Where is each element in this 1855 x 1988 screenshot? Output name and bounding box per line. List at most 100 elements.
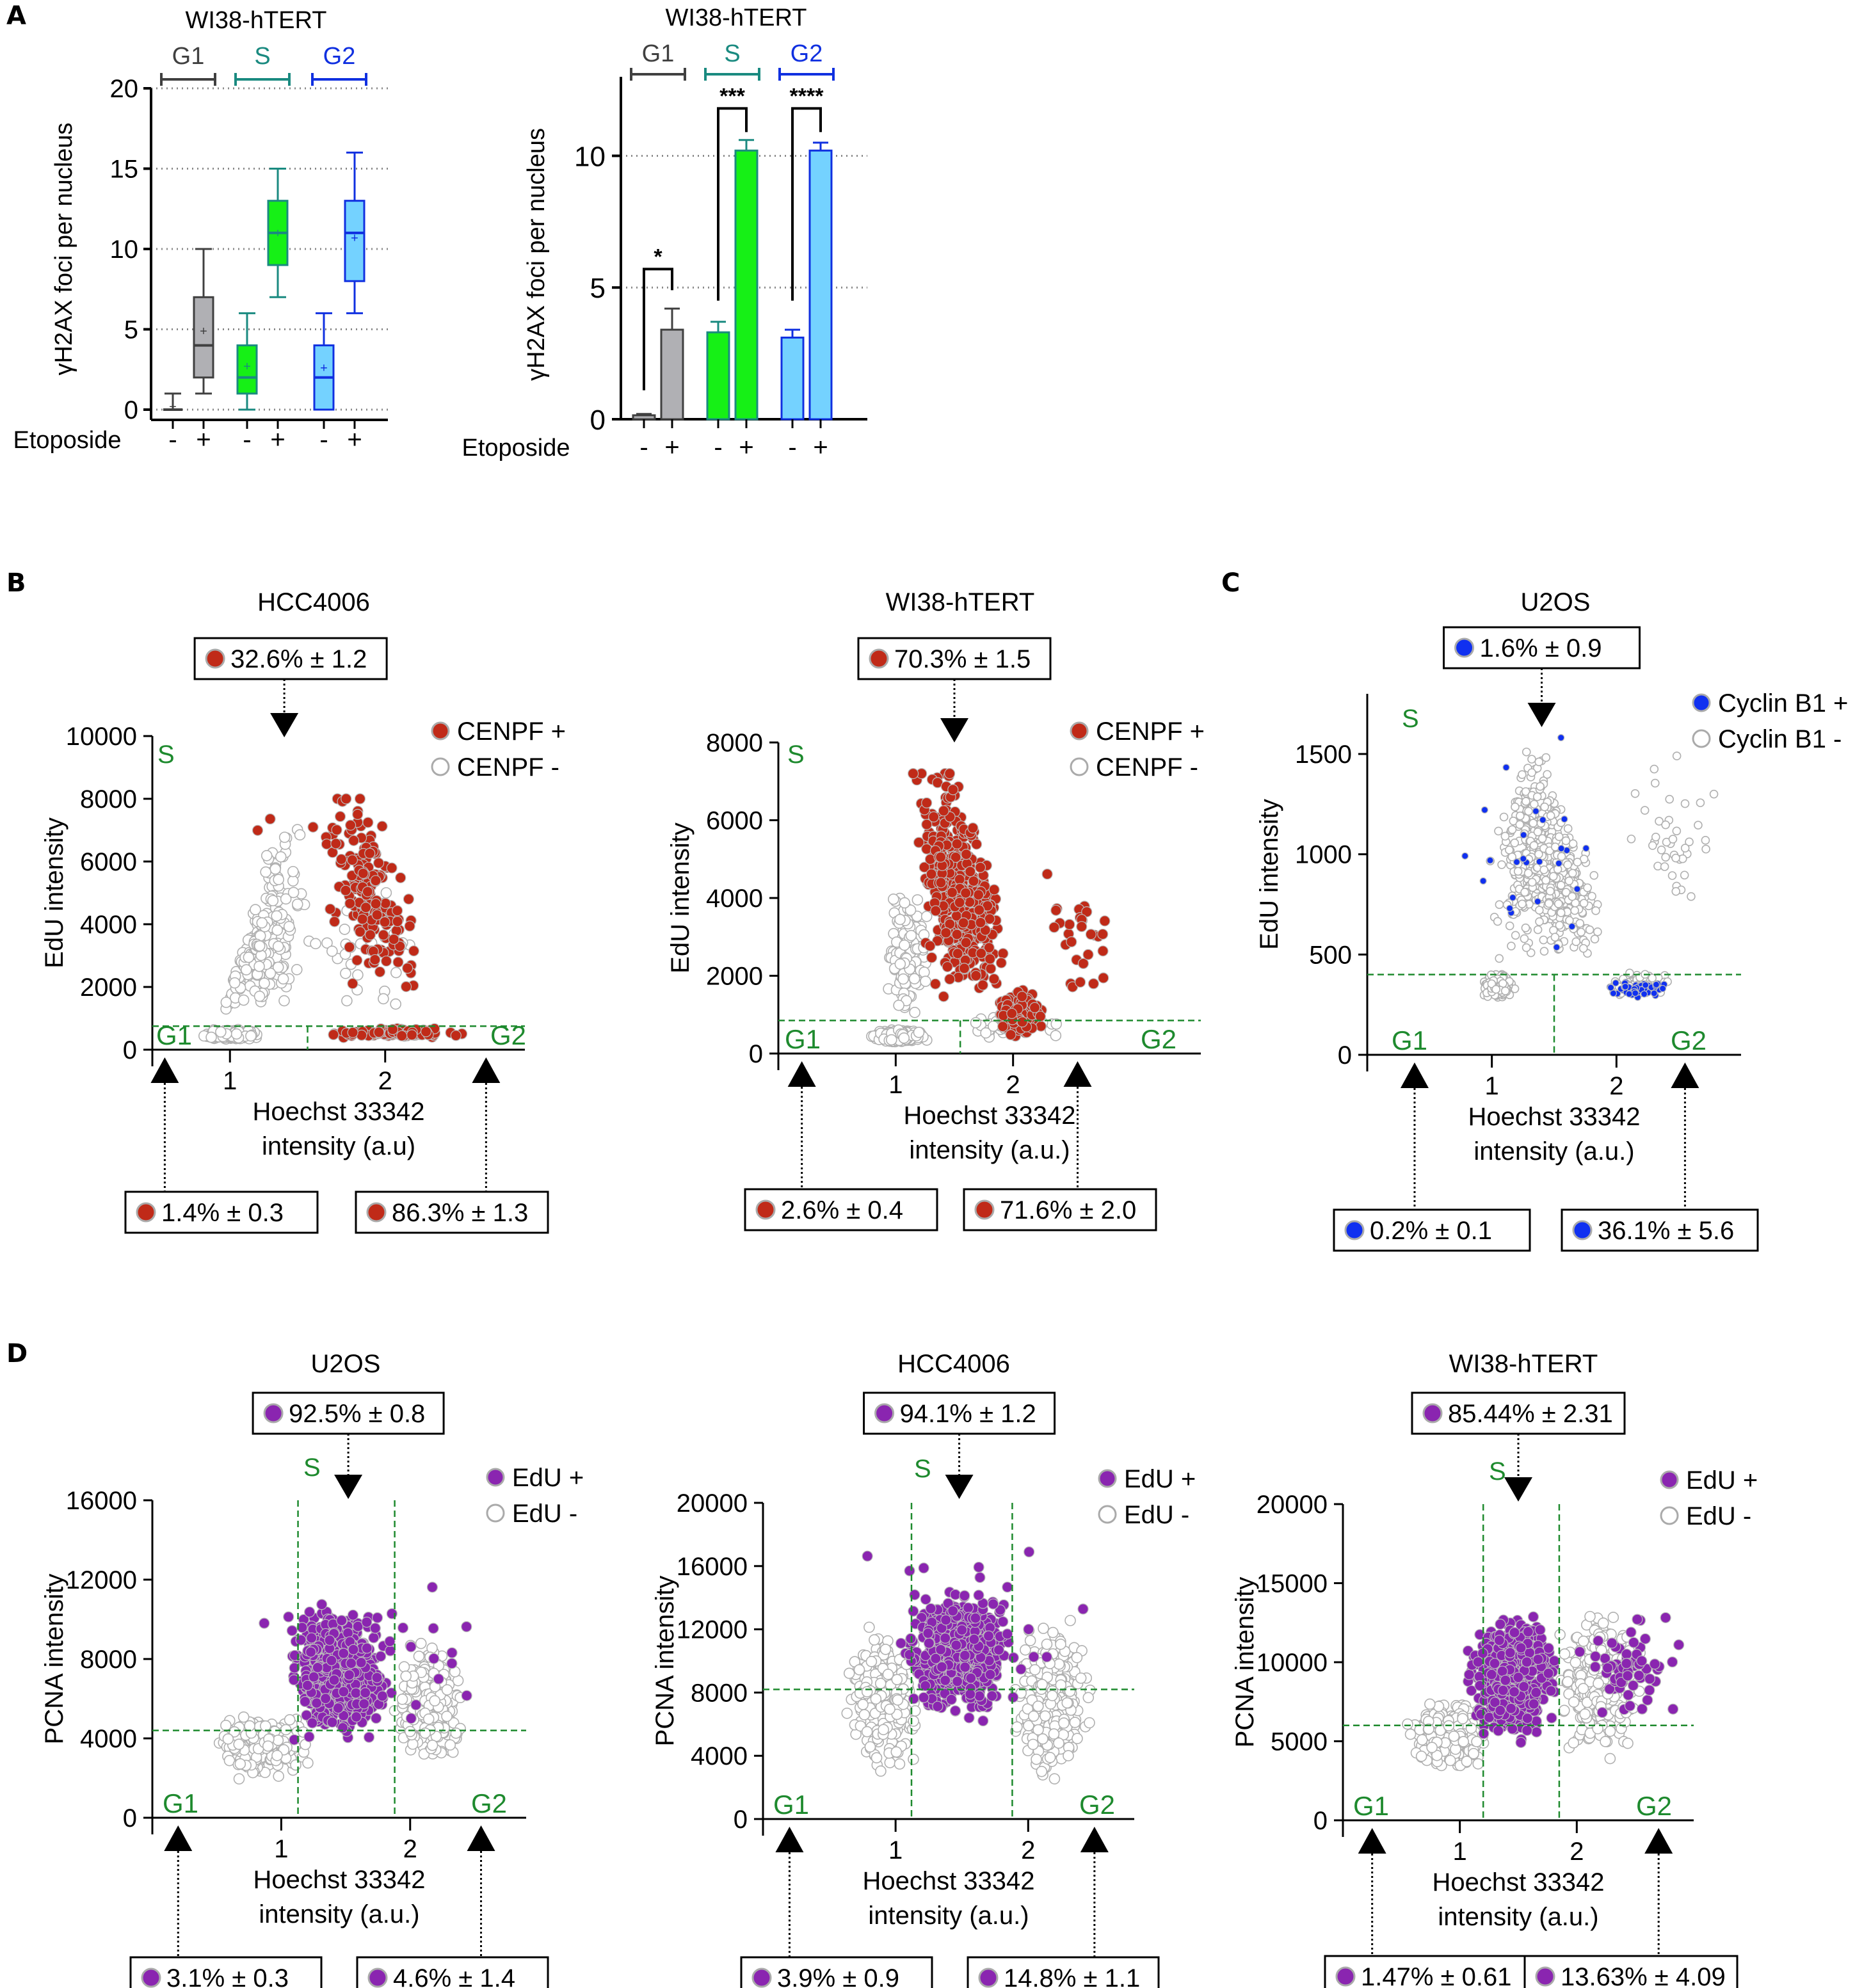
- positive-point: [397, 1622, 409, 1633]
- arrow-down-icon: [270, 713, 299, 737]
- positive-point: [351, 1711, 362, 1723]
- positive-point: [970, 970, 982, 981]
- negative-point: [273, 1770, 285, 1782]
- positive-point: [347, 1609, 359, 1621]
- y-tick-label: 1500: [1295, 741, 1352, 769]
- region-label-g2: G2: [490, 1020, 526, 1050]
- negative-point: [1541, 876, 1550, 885]
- negative-point: [269, 863, 281, 875]
- negative-point: [1535, 906, 1544, 915]
- negative-point: [1513, 867, 1523, 876]
- negative-point: [259, 977, 270, 989]
- negative-point: [980, 1027, 992, 1039]
- negative-point: [233, 1773, 245, 1785]
- positive-point: [1561, 815, 1568, 823]
- negative-point: [1590, 934, 1600, 944]
- y-tick-label: 10000: [66, 723, 137, 751]
- negative-point: [893, 999, 904, 1011]
- positive-point: [960, 849, 972, 860]
- negative-point: [291, 898, 303, 910]
- negative-point: [1701, 836, 1710, 845]
- positive-point: [954, 897, 965, 908]
- negative-point: [310, 938, 321, 950]
- negative-point: [262, 1740, 274, 1752]
- negative-point: [340, 968, 351, 979]
- annotation-value-g2: 4.6% ± 1.4: [393, 1964, 515, 1988]
- positive-point: [1557, 733, 1565, 742]
- annotation-box-s: [857, 637, 1052, 680]
- x-axis-label: Hoechst 33342 intensity (a.u.): [1468, 1103, 1640, 1166]
- positive-point: [347, 1027, 358, 1038]
- annotation-value-g1: 0.2% ± 0.1: [1370, 1217, 1492, 1245]
- x-axis-label: Hoechst 33342 intensity (a.u.): [903, 1102, 1075, 1164]
- negative-point: [1568, 892, 1577, 901]
- positive-point: [428, 1653, 440, 1664]
- annotation-marker: [263, 1403, 284, 1423]
- positive-point: [433, 1673, 444, 1685]
- positive-point: [355, 1656, 367, 1669]
- positive-point: [346, 854, 358, 866]
- region-label-s: S: [1402, 705, 1419, 733]
- negative-point: [1521, 923, 1530, 933]
- positive-point: [304, 1606, 316, 1618]
- positive-point: [341, 793, 352, 805]
- negative-point: [1518, 770, 1527, 779]
- negative-point: [273, 874, 284, 885]
- positive-point: [312, 1662, 323, 1674]
- annotation-marker: [1572, 1220, 1593, 1240]
- significance-label: ****: [790, 84, 824, 108]
- positive-point: [306, 1632, 317, 1644]
- positive-point: [361, 1642, 373, 1654]
- legend-label: CENPF -: [457, 753, 559, 782]
- positive-point: [1536, 858, 1543, 865]
- negative-point: [1661, 820, 1670, 830]
- negative-point: [899, 897, 911, 909]
- panel-letter-c: C: [1221, 568, 1241, 598]
- region-label-s: S: [157, 741, 175, 769]
- positive-point: [259, 1617, 270, 1629]
- negative-point: [1573, 858, 1582, 867]
- positive-point: [461, 1621, 472, 1633]
- positive-point: [343, 1669, 355, 1681]
- positive-point: [408, 945, 420, 957]
- positive-point: [346, 1658, 357, 1669]
- arrow-down-icon: [334, 1475, 363, 1499]
- positive-point: [289, 1662, 300, 1674]
- negative-point: [1651, 832, 1660, 842]
- negative-point: [280, 893, 292, 905]
- positive-point: [951, 838, 963, 850]
- positive-point: [363, 1731, 375, 1743]
- negative-point: [422, 1713, 435, 1725]
- positive-point: [404, 920, 415, 932]
- region-label-g1: G1: [163, 1788, 198, 1818]
- box-mean-marker: +: [351, 231, 358, 245]
- data-points: [866, 768, 1111, 1048]
- positive-point: [326, 1717, 338, 1728]
- annotation-box-g2: [963, 1188, 1157, 1231]
- positive-point: [954, 874, 965, 885]
- positive-point: [1557, 844, 1565, 853]
- significance-bracket: [643, 268, 673, 390]
- negative-point: [253, 990, 266, 1002]
- significance-bracket: [717, 107, 748, 301]
- annotation-marker: [974, 1199, 995, 1220]
- negative-point: [215, 1026, 227, 1038]
- positive-point: [974, 904, 985, 916]
- positive-point: [344, 897, 356, 910]
- legend-label: EdU -: [512, 1500, 577, 1528]
- y-tick-label: 0: [1338, 1041, 1352, 1070]
- negative-point: [256, 917, 268, 929]
- positive-point: [311, 1697, 323, 1709]
- negative-point: [450, 1727, 462, 1739]
- positive-point: [308, 1671, 319, 1683]
- negative-point: [1568, 869, 1577, 878]
- negative-point: [444, 1739, 456, 1751]
- legend-marker-negative: [486, 1503, 505, 1523]
- negative-point: [898, 1032, 910, 1044]
- positive-point: [362, 886, 373, 897]
- positive-point: [1099, 915, 1111, 927]
- positive-point: [328, 1674, 340, 1686]
- negative-point: [920, 975, 931, 987]
- group-label: G1: [172, 43, 205, 70]
